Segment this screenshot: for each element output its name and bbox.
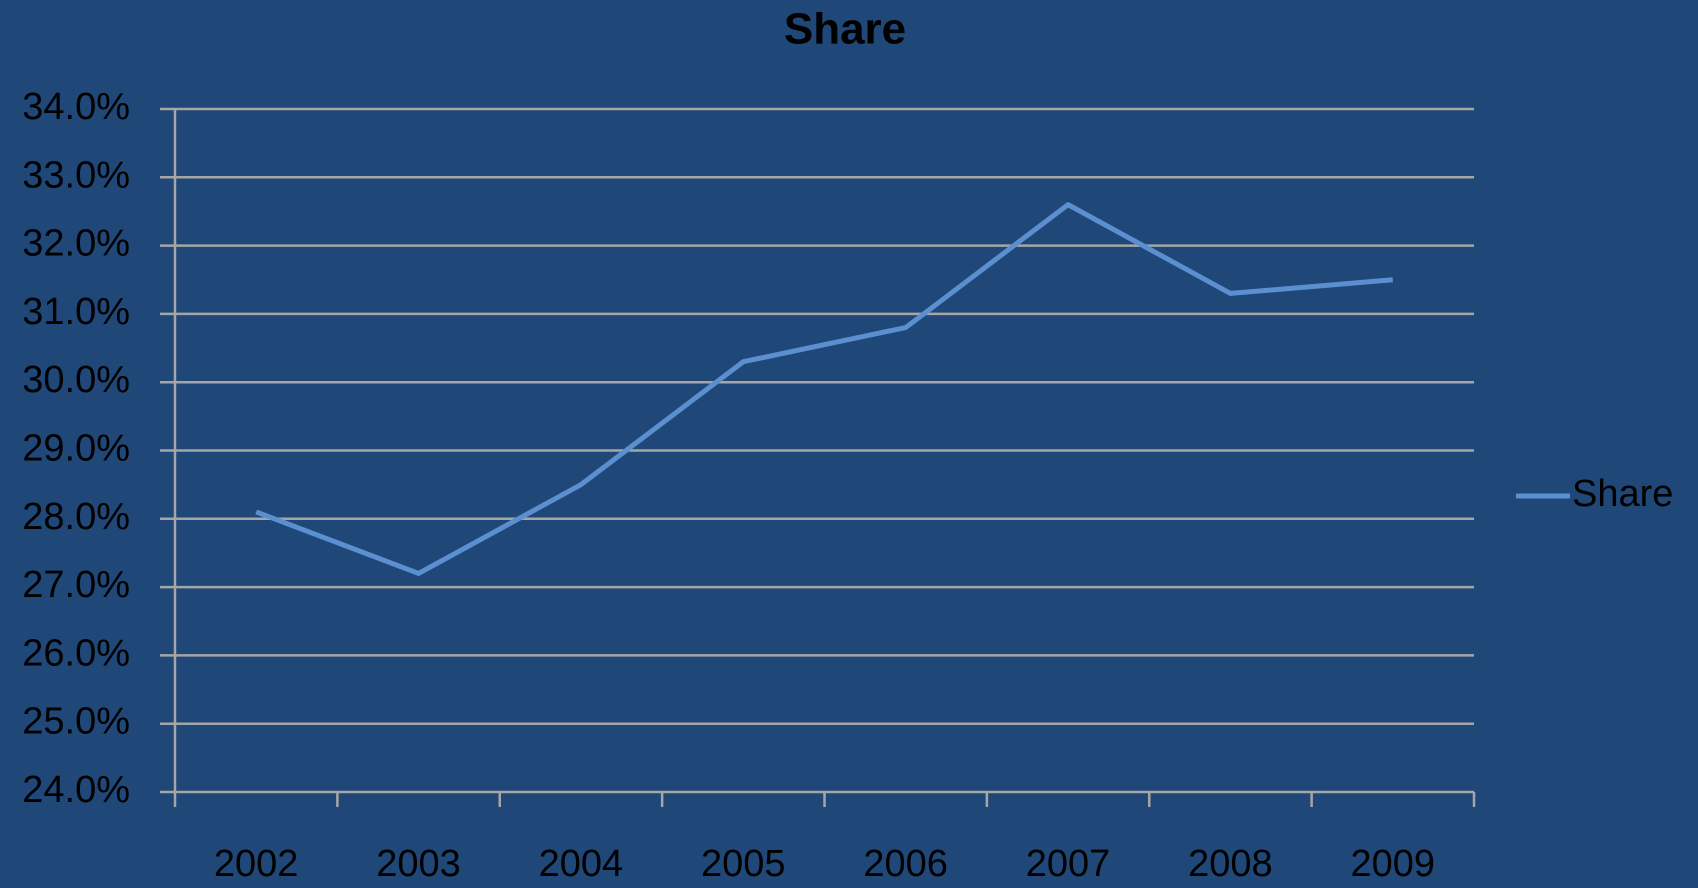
legend-label: Share <box>1572 473 1673 515</box>
y-tick-label: 32.0% <box>22 223 130 265</box>
x-tick-label: 2004 <box>539 843 624 885</box>
y-tick-label: 26.0% <box>22 632 130 674</box>
x-tick-label: 2007 <box>1026 843 1111 885</box>
data-line <box>255 202 1394 576</box>
y-tick-label: 31.0% <box>22 291 130 333</box>
x-tick-label: 2003 <box>376 843 461 885</box>
y-tick-label: 28.0% <box>22 496 130 538</box>
y-tick-label: 34.0% <box>22 86 130 128</box>
y-tick-label: 27.0% <box>22 564 130 606</box>
y-tick-label: 30.0% <box>22 359 130 401</box>
x-tick-label: 2009 <box>1351 843 1436 885</box>
y-tick-label: 25.0% <box>22 701 130 743</box>
x-tick-label: 2005 <box>701 843 786 885</box>
chart-title: Share <box>784 5 906 54</box>
x-tick-label: 2006 <box>863 843 948 885</box>
y-tick-label: 29.0% <box>22 428 130 470</box>
x-tick-label: 2002 <box>214 843 299 885</box>
y-tick-label: 33.0% <box>22 154 130 196</box>
y-tick-label: 24.0% <box>22 769 130 811</box>
x-tick-label: 2008 <box>1188 843 1273 885</box>
